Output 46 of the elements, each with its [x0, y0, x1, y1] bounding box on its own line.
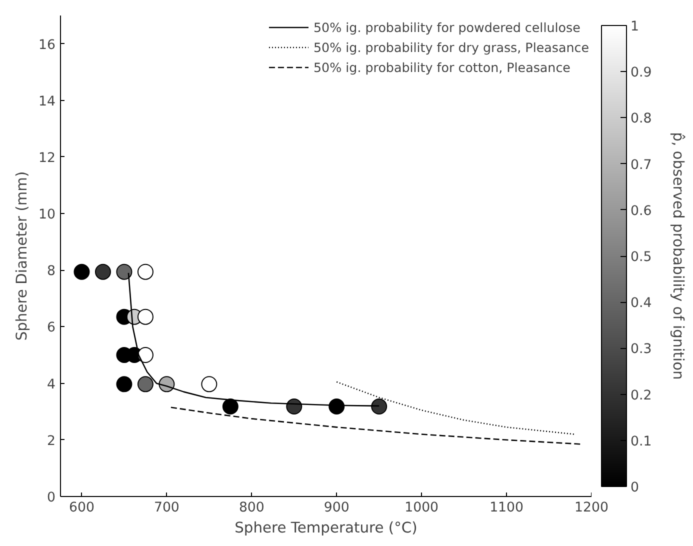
point [94, 264, 111, 280]
x-tick-label: 800 [238, 500, 264, 516]
color-bar-label: 0.3 [630, 342, 652, 358]
x-tick-label: 1000 [404, 500, 439, 516]
x-tick-label: 700 [154, 500, 180, 516]
color-bar-label: 0.2 [630, 388, 652, 404]
point [137, 264, 154, 280]
point [222, 398, 238, 415]
legend-label: 50% ig. probability for powdered cellulose [313, 20, 580, 34]
x-axis-title: Sphere Temperature (°C) [234, 520, 418, 536]
point [137, 347, 154, 364]
y-tick-label: 10 [38, 208, 56, 223]
point [371, 398, 388, 415]
color-bar-title: p̂, observed probability of ignition [670, 132, 686, 380]
color-bar-label: 0.6 [630, 204, 652, 219]
color-bar-label: 0 [630, 480, 639, 496]
y-tick-label: 6 [47, 320, 56, 336]
point [137, 376, 154, 392]
x-tick-label: 1100 [490, 500, 524, 516]
y-tick-label: 12 [38, 150, 56, 166]
color-bar-label: 0.9 [630, 66, 652, 81]
color-bar-label: 0.4 [630, 296, 652, 312]
y-tick-label: 0 [47, 490, 56, 506]
line-series [336, 381, 576, 435]
point [74, 264, 90, 280]
y-tick-label: 2 [47, 434, 56, 449]
color-bar-label: 1 [630, 20, 639, 34]
y-tick-label: 8 [47, 264, 56, 280]
y-tick-label: 4 [47, 377, 56, 392]
color-bar-label: 0.5 [630, 250, 652, 265]
point [137, 308, 154, 325]
color-bar-label: 0.8 [630, 112, 652, 127]
y-tick-label: 14 [38, 94, 56, 110]
point [201, 376, 218, 392]
legend-label: 50% ig. probability for cotton, Pleasance [313, 60, 570, 74]
x-tick-label: 600 [69, 500, 94, 516]
x-tick-label: 900 [324, 500, 350, 516]
color-bar-label: 0.7 [630, 158, 652, 173]
point [116, 376, 132, 392]
color-bar-label: 0.1 [630, 434, 652, 450]
y-axis-title: Sphere Diameter (mm) [14, 171, 31, 341]
point [116, 264, 132, 280]
point [328, 398, 345, 415]
y-tick-label: 16 [38, 38, 56, 53]
legend-label: 50% ig. probability for dry grass, Pleasance [313, 40, 589, 54]
x-tick-label: 1200 [574, 500, 608, 516]
